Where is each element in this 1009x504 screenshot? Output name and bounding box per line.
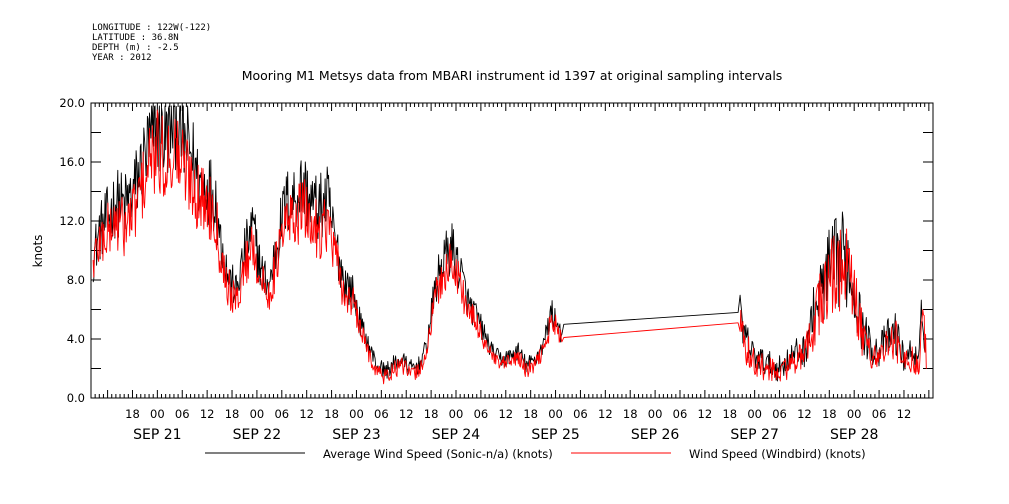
x-hour-label: 18: [225, 407, 240, 421]
x-day-label: SEP 28: [830, 427, 878, 443]
x-hour-label: 12: [200, 407, 215, 421]
x-hour-label: 18: [722, 407, 737, 421]
y-tick-label: 16.0: [59, 155, 85, 169]
x-hour-label: 06: [673, 407, 688, 421]
x-hour-label: 06: [772, 407, 787, 421]
x-day-label: SEP 24: [432, 427, 481, 443]
x-hour-label: 12: [797, 407, 812, 421]
x-hour-label: 12: [299, 407, 314, 421]
x-hour-label: 00: [349, 407, 364, 421]
chart-title: Mooring M1 Metsys data from MBARI instru…: [242, 68, 783, 83]
legend: Average Wind Speed (Sonic-n/a) (knots) W…: [205, 447, 866, 461]
x-hour-label: 18: [523, 407, 538, 421]
x-hour-label: 06: [474, 407, 489, 421]
longitude-label: LONGITUDE : 122W(-122): [92, 23, 211, 33]
latitude-label: LATITUDE : 36.8N: [92, 33, 179, 43]
depth-label: DEPTH (m) : -2.5: [92, 43, 179, 53]
x-hour-label: 12: [897, 407, 912, 421]
legend-label-windbird: Wind Speed (Windbird) (knots): [689, 447, 866, 461]
chart-root: LONGITUDE : 122W(-122) LATITUDE : 36.8N …: [0, 0, 1009, 504]
x-hour-label: 18: [623, 407, 638, 421]
x-hour-label: 00: [250, 407, 265, 421]
x-hour-label: 06: [573, 407, 588, 421]
y-tick-label: 4.0: [67, 332, 85, 346]
x-hour-label: 12: [698, 407, 713, 421]
legend-label-average: Average Wind Speed (Sonic-n/a) (knots): [323, 447, 553, 461]
x-day-label: SEP 26: [631, 427, 680, 443]
x-hour-label: 06: [374, 407, 389, 421]
y-axis-label: knots: [31, 235, 45, 268]
x-hour-label: 18: [822, 407, 837, 421]
x-hour-label: 12: [498, 407, 513, 421]
x-hour-label: 00: [449, 407, 464, 421]
x-hour-label: 18: [324, 407, 339, 421]
plot-area: 0.0 4.0 8.0 12.0 16.0 20.0 18 00 06 12 18 00 06 12 18 0…: [59, 96, 933, 443]
y-tick-label: 12.0: [59, 214, 85, 228]
y-tick-label: 20.0: [59, 96, 85, 110]
x-day-label: SEP 22: [233, 427, 281, 443]
x-hour-label: 00: [648, 407, 663, 421]
series-windbird-line: [93, 110, 926, 384]
x-hour-label: 06: [872, 407, 887, 421]
x-hour-label: 06: [175, 407, 190, 421]
wind-speed-chart: LONGITUDE : 122W(-122) LATITUDE : 36.8N …: [0, 0, 1009, 504]
x-hour-label: 00: [747, 407, 762, 421]
x-hour-label: 06: [274, 407, 289, 421]
x-hour-label: 00: [548, 407, 563, 421]
x-hour-label: 00: [150, 407, 165, 421]
year-label: YEAR : 2012: [92, 53, 152, 63]
y-tick-label: 8.0: [67, 273, 85, 287]
y-tick-label: 0.0: [67, 391, 85, 405]
x-day-label: SEP 21: [133, 427, 181, 443]
x-hour-label: 18: [424, 407, 439, 421]
x-hour-label: 00: [847, 407, 862, 421]
x-day-label: SEP 23: [332, 427, 380, 443]
x-hour-label: 18: [125, 407, 140, 421]
x-day-label: SEP 25: [531, 427, 579, 443]
x-day-label: SEP 27: [730, 427, 778, 443]
x-hour-label: 12: [598, 407, 613, 421]
x-hour-label: 12: [399, 407, 414, 421]
